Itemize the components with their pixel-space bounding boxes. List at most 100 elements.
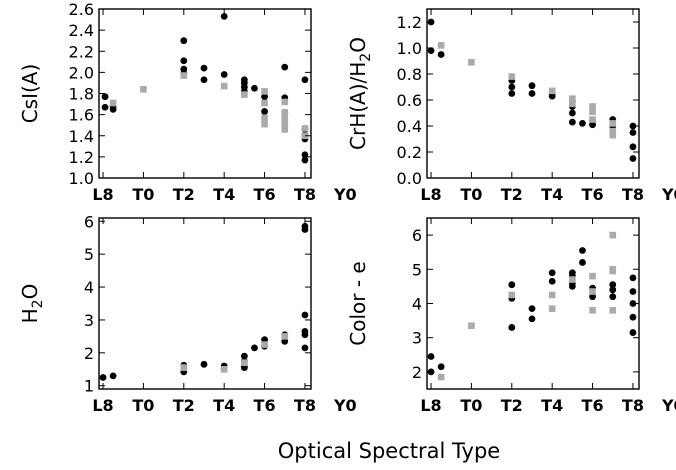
panel-4-xtick-label: L8: [420, 396, 441, 415]
panel-2-xtick-label: T0: [460, 185, 482, 204]
panel-1-ytick-label: 2.4: [69, 21, 94, 40]
panel-1-series-1-point-5: [180, 37, 188, 45]
panel-2-series-2-point-6: [569, 100, 576, 108]
panel-3-series-2-point-2: [220, 365, 228, 373]
panel-2-series-1-point-15: [579, 120, 586, 127]
panel-1-ytick-label: 1.8: [69, 85, 94, 104]
panel-2-series-1-point-6: [508, 90, 516, 97]
panel-1-series-2-point-16: [301, 132, 309, 140]
panel-3-series-1-point-8: [240, 352, 248, 360]
panel-2-xtick-label: L8: [420, 185, 441, 204]
panel-2-series-2-point-3: [508, 73, 516, 80]
panel-2-ytick-label: 0.0: [397, 169, 422, 188]
panel-2-ytick-label: 0.4: [397, 117, 422, 136]
panel-1-series-1-point-2: [101, 103, 109, 111]
panel-4-series-1-point-16: [579, 259, 586, 266]
panel-4-series-2-point-13: [609, 307, 617, 314]
panel-2-xtick-label: T4: [541, 185, 563, 204]
panel-1-series-2-point-7: [261, 99, 268, 107]
panel-1-series-1-point-18: [261, 93, 268, 101]
panel-3-ytick-label: 4: [84, 278, 94, 297]
panel-4-series-1-point-6: [508, 324, 516, 331]
panel-3-series-2-point-4: [261, 341, 268, 348]
panel-2-frame: [426, 8, 640, 179]
panel-3: 1 2 3 4 5 6 L8 T0 T2 T4 T6 T8 Y0 H2O: [18, 212, 357, 415]
panel-1-ylabel: CsI(A): [18, 64, 42, 124]
panel-1-series-2-point-5: [241, 91, 248, 98]
panel-3-series-1-point-21: [301, 331, 309, 339]
panel-3-xtick-label: T8: [294, 396, 316, 415]
panel-2-ytick-label: 0.8: [397, 65, 422, 84]
panel-1-series-1-point-19: [261, 108, 268, 115]
panel-4-xtick-label: T6: [582, 396, 604, 415]
panel-2-series-1-point-2: [427, 47, 435, 54]
panel-4-series-1-point-15: [579, 247, 586, 254]
panel-3-xtick-label: T0: [132, 396, 154, 415]
panel-1-series-1-point-11: [220, 12, 228, 20]
panel-1-series-2-point-12: [281, 115, 289, 123]
panel-1-xtick-label: Y0: [333, 185, 357, 204]
panel-3-series-1-point-2: [109, 372, 117, 380]
panel-1-series-1-point-23: [301, 76, 309, 84]
panel-4-series-2-point-6: [569, 276, 576, 283]
panel-1-series-2-point-4: [220, 82, 228, 90]
panel-2-series-2-point-7: [589, 103, 596, 110]
panel-1-xtick-label: T4: [213, 185, 235, 204]
panel-1-series-2-point-1: [109, 99, 117, 107]
panel-4-series-2-point-9: [589, 307, 596, 314]
panel-4-series-2-point-5: [548, 305, 556, 312]
panel-1-series-1-point-28: [301, 156, 309, 164]
panel-4-series-1-point-10: [548, 277, 556, 285]
panel-4-series-2-point-1: [437, 373, 445, 381]
panel-2-series-1-point-23: [629, 155, 637, 162]
panel-4-series-2-point-7: [589, 272, 596, 280]
panel-1-xtick-label: T0: [132, 185, 154, 204]
panel-4-xtick-label: Y0: [661, 396, 676, 415]
panel-2-xtick-label: Y0: [661, 185, 676, 204]
panel-2-series-1-point-21: [629, 129, 637, 136]
panel-2-series-1-point-10: [548, 92, 556, 100]
panel-2-ytick-label: 0.2: [397, 143, 422, 162]
panel-4-series-2-point-4: [548, 291, 556, 299]
panel-2-series-2-point-4: [548, 87, 556, 95]
panel-1-series-1-point-1: [101, 93, 109, 101]
panel-2-series-2-point-10: [609, 120, 617, 127]
panel-3-ytick-label: 1: [84, 377, 94, 396]
panel-4-series-1-point-3: [437, 363, 445, 371]
panel-3-ytick-label: 6: [84, 212, 94, 231]
panel-2-series-1-point-22: [629, 143, 637, 151]
panel-3-xtick-label: T4: [213, 396, 235, 415]
panel-2-series-2-point-8: [589, 108, 596, 115]
panel-1-series-2-point-13: [281, 121, 289, 129]
panel-2-ylabel: CrH(A)/H2O: [346, 37, 374, 150]
panel-4-ytick-label: 4: [412, 295, 422, 314]
panel-2-series-1-point-14: [568, 118, 576, 126]
panel-1-ytick-label: 2.6: [69, 0, 94, 19]
panel-2-series-1-point-13: [568, 109, 576, 117]
panel-4: 2 3 4 5 6 L8 T0 T2 T4 T6 T8 Y0 Color - e: [346, 217, 676, 415]
panel-4-xtick-label: T2: [501, 396, 523, 415]
panel-1-ytick-label: 2.2: [69, 42, 94, 61]
panel-4-series-1-point-23: [629, 288, 637, 295]
panel-3-series-1-point-12: [251, 344, 258, 352]
panel-3-series-1-point-1: [99, 374, 107, 381]
panel-4-series-2-point-3: [508, 291, 516, 299]
panel-2-ytick-label: 1.0: [397, 39, 422, 58]
panel-2-series-2-point-11: [609, 127, 617, 135]
panel-4-series-1-point-21: [609, 293, 617, 301]
panel-4-ytick-label: 3: [412, 329, 422, 348]
panel-3-frame: [98, 217, 312, 390]
panel-1-series-1-point-9: [200, 64, 208, 72]
panel-4-series-1-point-7: [528, 305, 536, 313]
panel-4-xtick-label: T8: [622, 396, 644, 415]
panel-4-series-1-point-20: [609, 286, 617, 294]
panel-1-series-2-point-9: [261, 120, 268, 128]
panel-1-series-1-point-4: [109, 105, 117, 113]
panel-1-series-1-point-12: [220, 71, 228, 78]
panel-1-ytick-label: 2.0: [69, 63, 94, 82]
panel-1-series-2-point-11: [281, 109, 289, 116]
panel-4-ylabel: Color - e: [346, 261, 370, 345]
panel-4-ytick-label: 6: [412, 226, 422, 245]
panel-4-series-2-point-2: [468, 322, 475, 330]
panel-1-xtick-label: L8: [92, 185, 113, 204]
